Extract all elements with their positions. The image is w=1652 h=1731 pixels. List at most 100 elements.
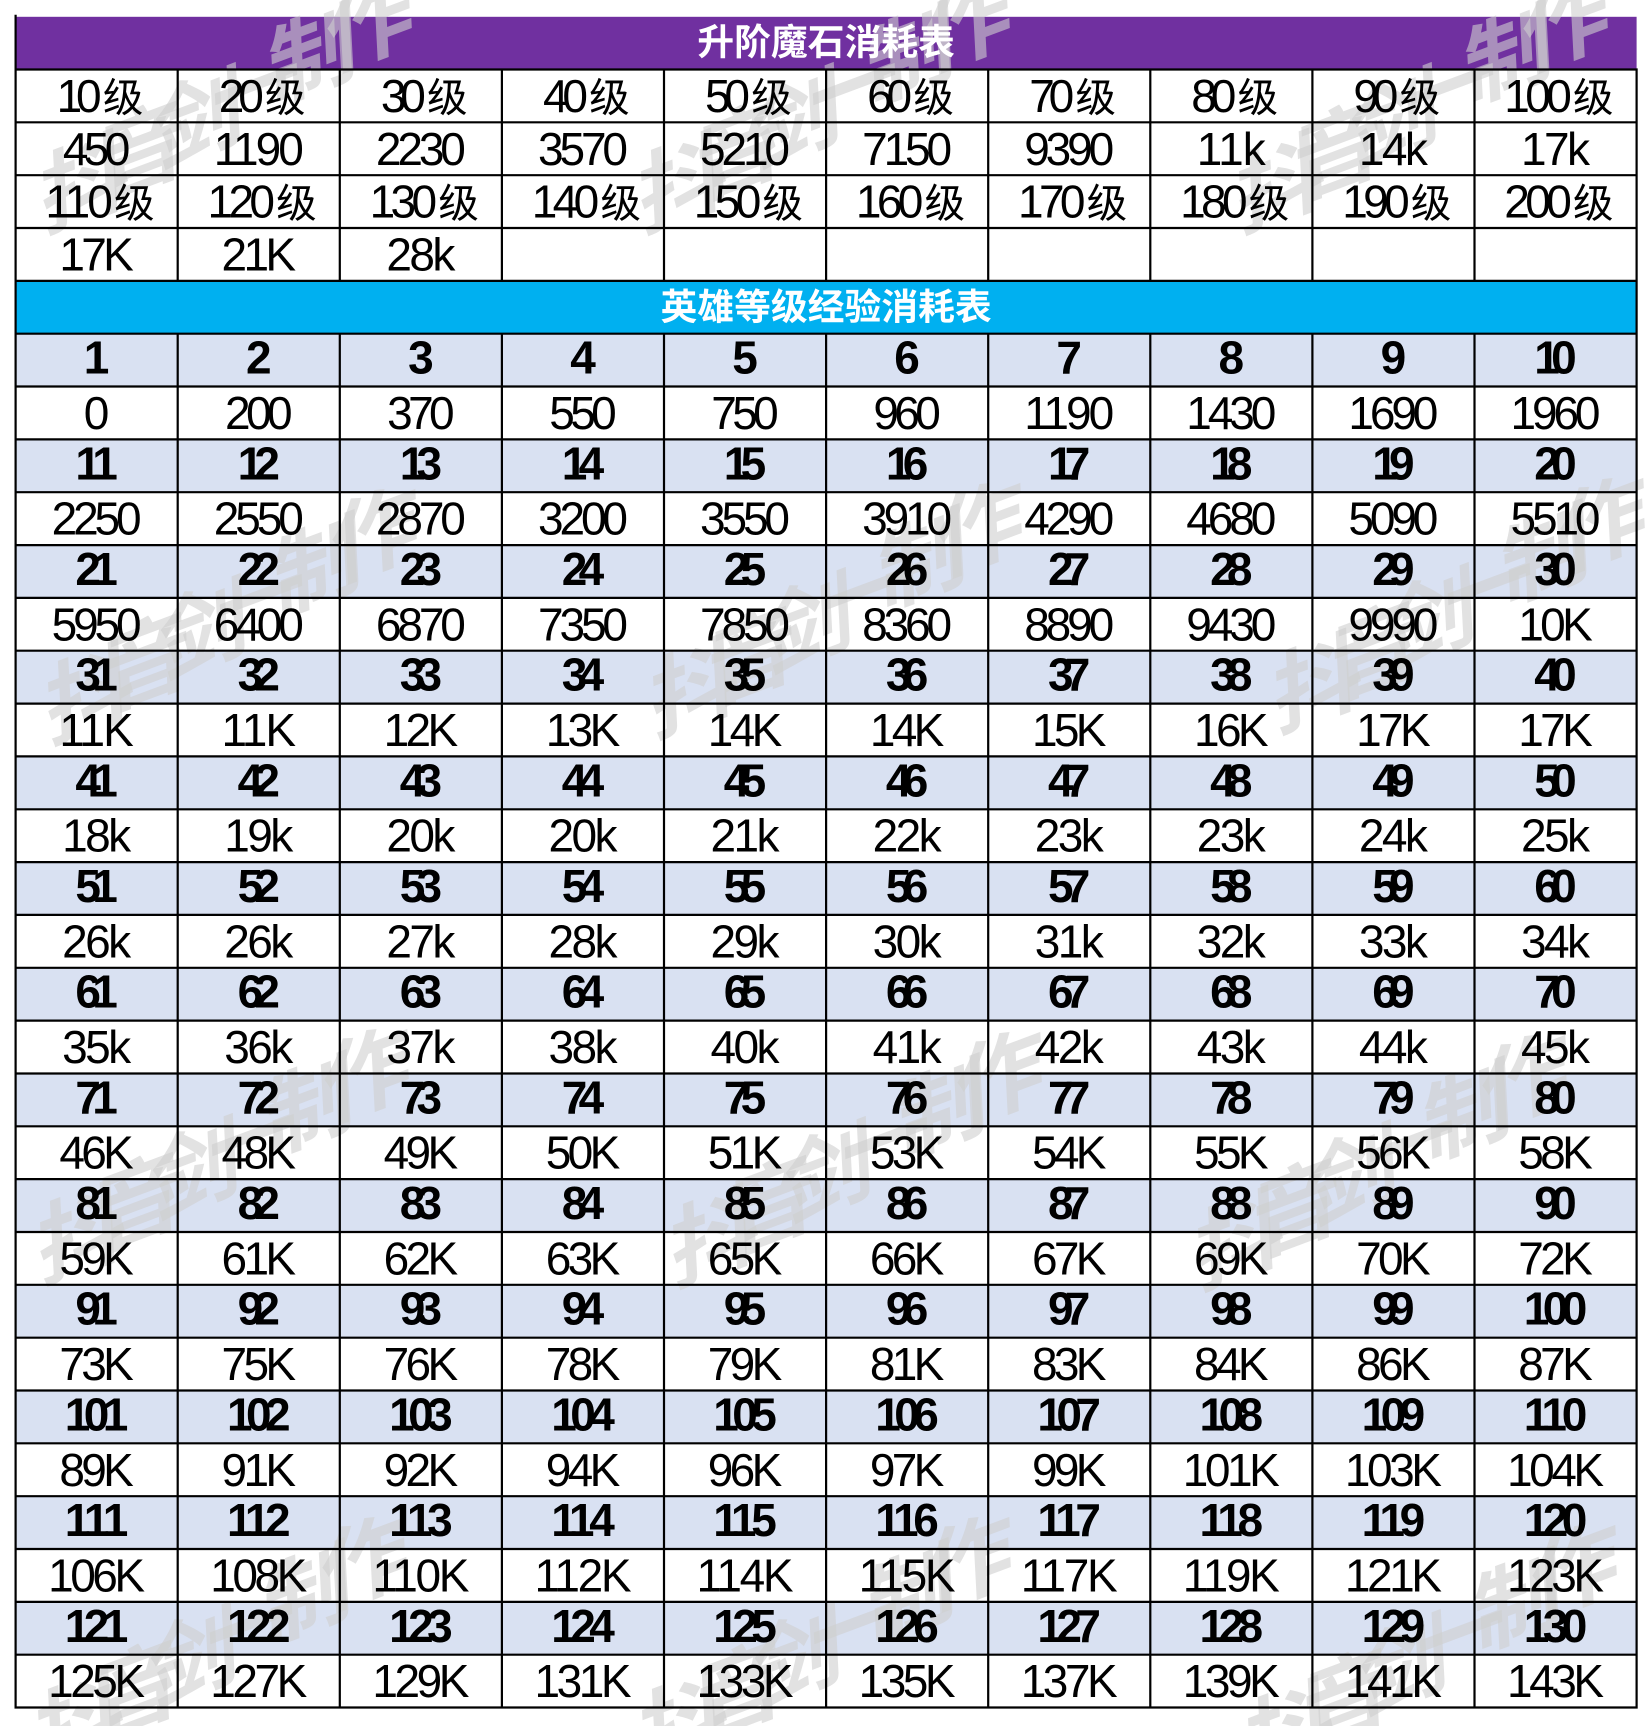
svg-text:66K: 66K [870,1232,945,1284]
svg-text:0: 0 [84,387,110,439]
svg-text:100: 100 [1524,1283,1588,1335]
svg-text:58K: 58K [1518,1127,1593,1179]
svg-text:97: 97 [1048,1283,1090,1335]
svg-text:135K: 135K [859,1655,956,1707]
svg-text:11k: 11k [1197,123,1267,175]
svg-text:38k: 38k [549,1021,619,1073]
svg-text:110: 110 [1524,1388,1588,1440]
svg-text:200: 200 [1504,176,1572,228]
svg-text:126: 126 [875,1600,939,1652]
svg-text:56K: 56K [1356,1127,1431,1179]
svg-text:1690: 1690 [1348,387,1438,439]
svg-text:78K: 78K [546,1338,621,1390]
svg-text:79: 79 [1372,1071,1414,1123]
svg-text:129: 129 [1362,1600,1426,1652]
svg-text:27: 27 [1048,543,1090,595]
svg-text:73: 73 [400,1071,442,1123]
svg-text:129K: 129K [372,1655,469,1707]
svg-text:46: 46 [886,754,928,806]
svg-text:17k: 17k [1521,123,1591,175]
svg-text:10: 10 [57,70,102,122]
svg-text:80: 80 [1534,1071,1576,1123]
svg-text:112: 112 [227,1494,291,1546]
svg-text:66: 66 [886,966,928,1018]
svg-text:95: 95 [724,1283,766,1335]
svg-text:82: 82 [238,1177,280,1229]
svg-text:960: 960 [873,387,941,439]
svg-text:24k: 24k [1359,810,1429,862]
svg-text:96K: 96K [708,1444,783,1496]
svg-text:170: 170 [1018,176,1086,228]
svg-text:49K: 49K [384,1127,459,1179]
svg-text:22: 22 [238,543,280,595]
svg-text:123K: 123K [1507,1549,1604,1601]
svg-text:9990: 9990 [1348,598,1438,650]
svg-text:41k: 41k [873,1021,943,1073]
svg-text:160: 160 [856,176,924,228]
svg-text:137K: 137K [1021,1655,1118,1707]
svg-text:56: 56 [886,860,928,912]
svg-text:73K: 73K [59,1338,134,1390]
svg-text:28k: 28k [386,228,456,280]
svg-text:15K: 15K [1032,704,1107,756]
svg-text:99: 99 [1372,1283,1414,1335]
svg-text:3570: 3570 [538,123,628,175]
svg-text:1190: 1190 [1024,387,1114,439]
svg-text:27k: 27k [386,915,456,967]
svg-text:133K: 133K [697,1655,794,1707]
svg-text:111: 111 [65,1494,129,1546]
svg-text:3200: 3200 [538,493,628,545]
svg-text:17K: 17K [59,228,134,280]
svg-text:64: 64 [562,966,605,1018]
svg-text:43k: 43k [1197,1021,1267,1073]
svg-text:7850: 7850 [700,598,790,650]
svg-text:85: 85 [724,1177,766,1229]
svg-text:21: 21 [75,543,117,595]
svg-text:113: 113 [389,1494,453,1546]
svg-text:63: 63 [400,966,442,1018]
svg-text:10K: 10K [1518,598,1593,650]
svg-text:5210: 5210 [700,123,790,175]
svg-text:57: 57 [1048,860,1090,912]
svg-text:24: 24 [562,543,605,595]
svg-text:67: 67 [1048,966,1090,1018]
svg-text:104K: 104K [1507,1444,1604,1496]
svg-text:1430: 1430 [1186,387,1276,439]
svg-text:86: 86 [886,1177,928,1229]
svg-text:18: 18 [1210,437,1252,489]
svg-text:550: 550 [549,387,617,439]
svg-text:3550: 3550 [700,493,790,545]
svg-text:23k: 23k [1035,810,1105,862]
svg-text:121: 121 [65,1600,129,1652]
svg-text:117K: 117K [1021,1549,1118,1601]
svg-text:31: 31 [75,649,117,701]
svg-text:8: 8 [1219,332,1245,384]
svg-text:9: 9 [1381,332,1407,384]
svg-text:18k: 18k [62,810,132,862]
svg-text:100: 100 [1504,70,1572,122]
svg-text:17K: 17K [1518,704,1593,756]
svg-text:8360: 8360 [862,598,952,650]
svg-text:14K: 14K [870,704,945,756]
svg-text:143K: 143K [1507,1655,1604,1707]
svg-text:69K: 69K [1194,1232,1269,1284]
svg-text:21K: 21K [222,228,297,280]
svg-text:108: 108 [1200,1388,1264,1440]
svg-text:106: 106 [875,1388,939,1440]
svg-text:6400: 6400 [214,598,304,650]
svg-text:54K: 54K [1032,1127,1107,1179]
svg-text:33: 33 [400,649,442,701]
svg-text:5950: 5950 [52,598,142,650]
svg-text:139K: 139K [1183,1655,1280,1707]
svg-text:55: 55 [724,860,766,912]
svg-text:97K: 97K [870,1444,945,1496]
svg-text:32: 32 [238,649,280,701]
svg-text:131K: 131K [535,1655,632,1707]
svg-text:11: 11 [75,437,117,489]
svg-text:101K: 101K [1183,1444,1280,1496]
svg-text:84: 84 [562,1177,605,1229]
svg-text:122: 122 [227,1600,291,1652]
svg-text:58: 58 [1210,860,1252,912]
svg-text:450: 450 [63,123,131,175]
svg-text:1: 1 [84,332,110,384]
